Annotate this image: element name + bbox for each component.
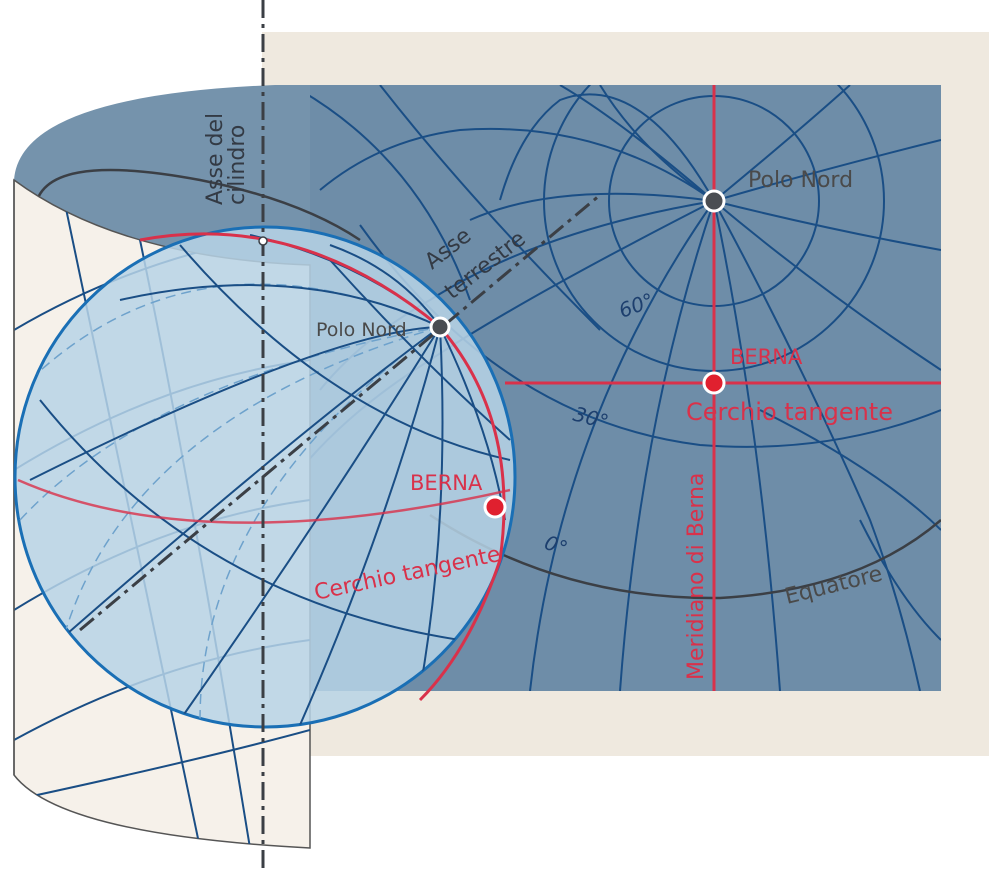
globe-bern-label: BERNA xyxy=(410,471,483,495)
map-north-pole-marker xyxy=(702,189,726,213)
earth-axis-line xyxy=(79,193,601,632)
globe-north-pole-marker xyxy=(429,316,451,338)
map-bern-label: BERNA xyxy=(730,345,803,369)
cylinder-axis-label-line2: cilindro xyxy=(225,125,250,205)
cylinder-axis-label-line1: Asse del xyxy=(203,113,228,205)
map-equator-line xyxy=(429,513,941,600)
globe-tangent-circle xyxy=(139,232,506,702)
cylinder-axis-marker xyxy=(258,236,268,246)
map-bern-marker xyxy=(702,371,726,395)
globe-equator-red xyxy=(17,478,511,524)
globe xyxy=(13,193,601,729)
map-tangent-circle-label: Cerchio tangente xyxy=(686,398,893,426)
globe-north-pole-label: Polo Nord xyxy=(316,319,407,341)
globe-bern-marker xyxy=(483,495,507,519)
bern-meridian-label: Meridiano di Berna xyxy=(684,473,709,680)
map-north-pole-label: Polo Nord xyxy=(748,168,853,193)
